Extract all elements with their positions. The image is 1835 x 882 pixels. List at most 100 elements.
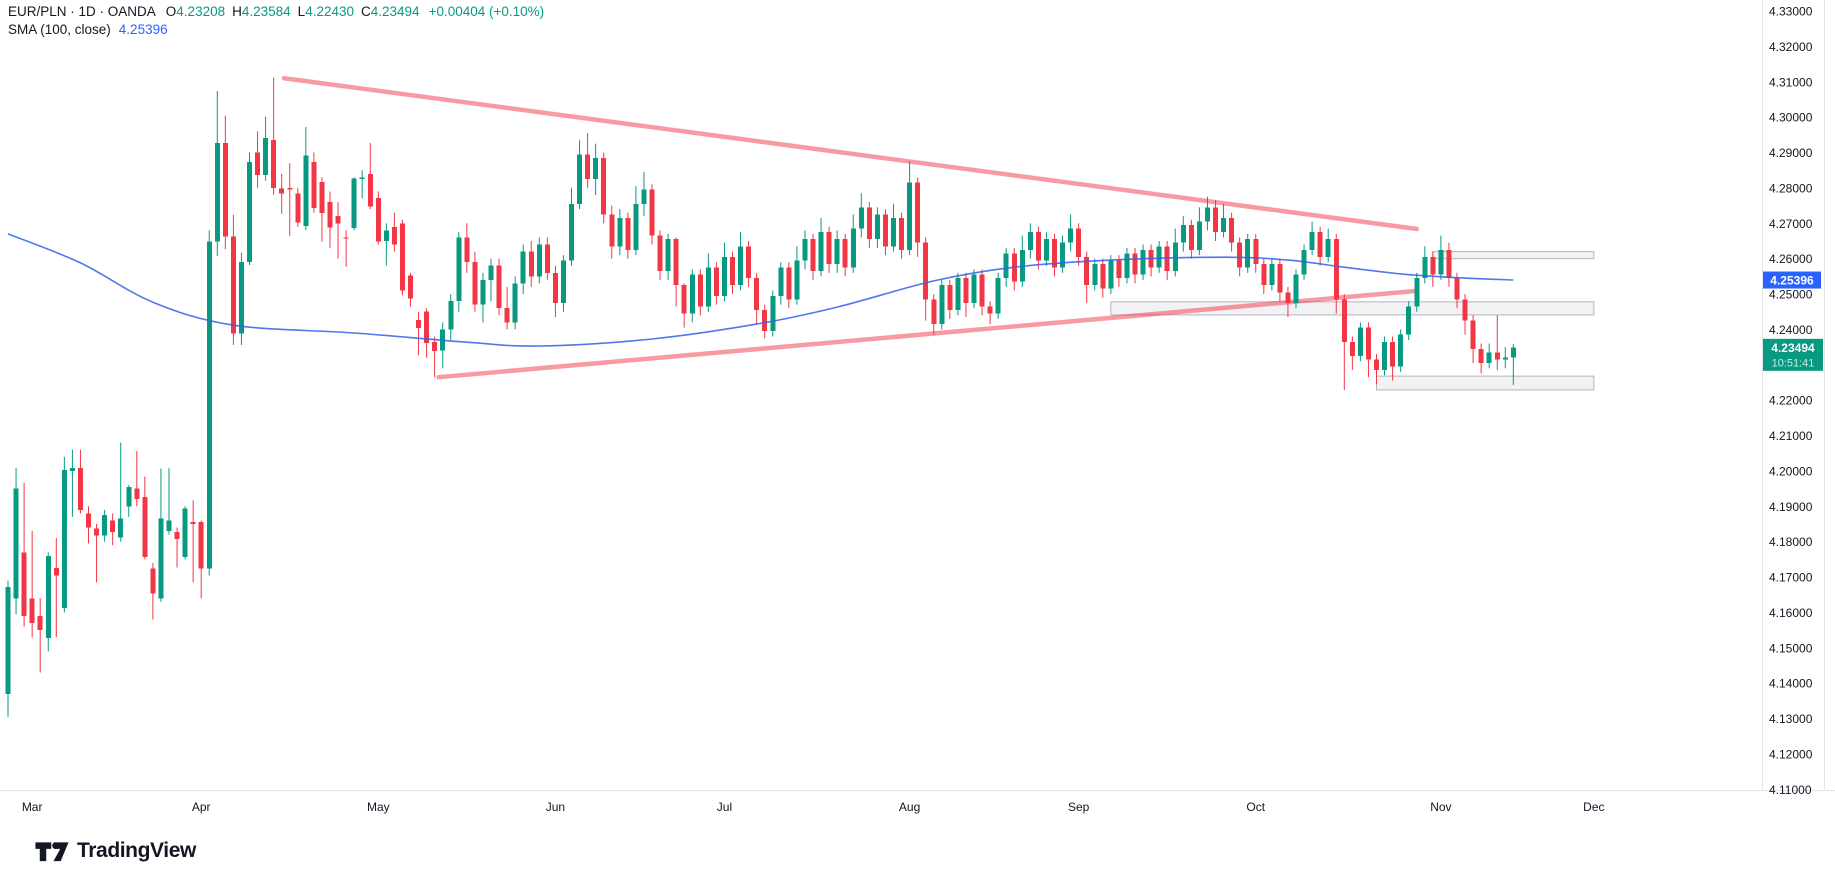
candle-body [1269,263,1275,286]
indicator-legend-row[interactable]: SMA (100, close) 4.25396 [8,21,544,39]
candle-body [408,275,413,299]
candle-body [295,193,301,223]
candle-body [738,246,744,286]
candle-body [375,198,381,242]
candle-body [625,217,631,250]
candle-body [1156,246,1162,268]
candle-body [874,214,880,240]
candle [891,203,896,252]
candle-body [1092,263,1098,286]
candle-body [1068,228,1074,243]
candle-body [915,182,921,243]
candle [399,219,405,296]
candle [319,177,325,242]
candle-body [1333,239,1339,300]
upper-descending-trendline[interactable] [281,75,1419,232]
candle-body [142,496,148,557]
candle [37,598,43,673]
price-badge-value: 4.23494 [1771,341,1815,355]
open-value: 4.23208 [176,4,226,19]
time-axis[interactable]: Mar Apr May Jun Jul Aug Sep Oct Nov Dec [0,790,1835,820]
candle [456,231,462,312]
candle [166,468,172,535]
indicator-name[interactable]: SMA (100, close) [8,22,111,37]
sma-100-line[interactable] [7,233,1514,347]
low-label: L [297,4,306,19]
indicator-value: 4.25396 [118,22,168,37]
tradingview-logo[interactable]: TradingView [34,838,196,864]
candle [520,244,526,295]
candle-body [818,232,824,272]
candle-body [1486,352,1492,364]
candle-body [1100,263,1106,289]
price-tick-label: 4.19000 [1769,500,1813,514]
candle-body [577,154,583,204]
candle-body [923,242,929,300]
candle [440,322,446,369]
lower-ascending-trendline[interactable] [436,288,1419,380]
candle-body [907,182,913,250]
candle-body [947,285,953,310]
candle-body [1357,327,1363,356]
support-zone[interactable] [1376,375,1595,391]
candle-body [979,274,985,307]
candle [359,170,365,199]
month-label: Sep [1068,800,1090,814]
candle [874,207,880,249]
candle [882,209,888,256]
candle [1188,219,1194,259]
price-tick-label: 4.14000 [1769,677,1813,691]
candle-body [520,251,526,284]
candle [528,240,534,287]
resistance-zone[interactable] [1432,251,1595,260]
candle-body [810,239,816,272]
candle [1390,336,1396,381]
candle [1309,221,1315,256]
candle [1261,258,1267,295]
candle [1341,294,1347,390]
candle-body [1293,274,1299,303]
candle-body [287,187,293,190]
candle [416,311,422,356]
candle-body [247,162,252,263]
candle [247,152,252,266]
candle [424,308,430,358]
symbol-title[interactable]: EUR/PLN · 1D · OANDA [8,4,156,19]
candle [102,509,108,542]
candle [5,580,11,717]
price-tick-label: 4.12000 [1769,747,1813,761]
candle [1060,235,1066,273]
candle [593,143,599,195]
candle-body [939,285,945,325]
candle [858,193,864,238]
candle [552,265,558,318]
candle [480,272,486,323]
candle [142,476,148,560]
candle-body [214,142,220,242]
candle-body [351,178,357,228]
candle-body [77,468,83,510]
candle-body [850,228,856,268]
price-axis[interactable]: 4.33000 4.32000 4.31000 4.30000 4.29000 4.280… [1762,0,1835,797]
candle [1108,255,1114,295]
candle [287,163,293,237]
candle-body [53,568,59,576]
price-tick-label: 4.26000 [1769,252,1813,266]
candle-body [1382,341,1388,371]
candle-body [1478,348,1484,364]
candle-body [424,311,430,344]
candle [738,232,744,291]
candle [86,506,91,544]
candle-body [255,152,261,176]
month-label: Nov [1430,800,1451,814]
candle-body [673,239,679,286]
candle-body [971,274,977,303]
candle [1462,294,1468,335]
candle [512,276,518,330]
candle-body [1245,239,1251,268]
candle-body [263,138,269,176]
candle [488,258,494,302]
candle-body [762,309,768,332]
candle-body [593,157,599,180]
